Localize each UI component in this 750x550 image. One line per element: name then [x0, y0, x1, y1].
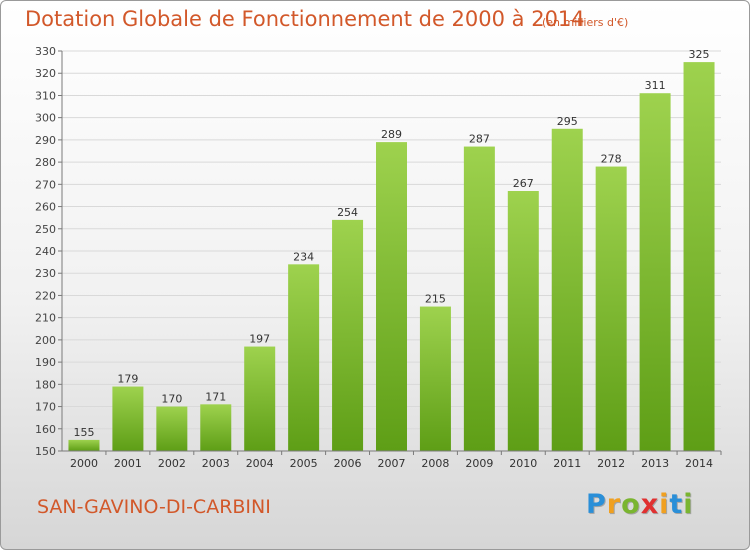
data-label: 267 — [513, 177, 534, 190]
x-tick-label: 2010 — [509, 457, 537, 470]
data-label: 215 — [425, 293, 446, 306]
data-label: 254 — [337, 206, 358, 219]
data-label: 278 — [601, 153, 622, 166]
y-tick-label: 180 — [35, 378, 56, 391]
bar-2002 — [156, 406, 188, 451]
data-label: 289 — [381, 128, 402, 141]
data-label: 325 — [689, 48, 710, 61]
chart-subtitle: (en milliers d'€) — [542, 16, 629, 29]
y-tick-label: 270 — [35, 178, 56, 191]
x-tick-label: 2007 — [378, 457, 406, 470]
y-tick-label: 300 — [35, 112, 56, 125]
y-tick-label: 190 — [35, 356, 56, 369]
data-label: 179 — [117, 373, 138, 386]
y-tick-label: 230 — [35, 267, 56, 280]
bar-2010 — [507, 191, 539, 451]
bar-2008 — [419, 306, 451, 451]
logo-letter: i — [659, 489, 670, 520]
x-tick-label: 2000 — [70, 457, 98, 470]
bar-2003 — [200, 404, 232, 451]
x-tick-label: 2008 — [421, 457, 449, 470]
bar-2006 — [332, 219, 364, 451]
y-tick-label: 170 — [35, 401, 56, 414]
y-tick-label: 290 — [35, 134, 56, 147]
data-label: 311 — [645, 79, 666, 92]
bars — [68, 62, 715, 452]
bar-2009 — [463, 146, 495, 452]
x-tick-label: 2001 — [114, 457, 142, 470]
x-tick-label: 2012 — [597, 457, 625, 470]
bar-2005 — [288, 264, 320, 451]
bar-2000 — [68, 439, 100, 451]
y-tick-label: 310 — [35, 89, 56, 102]
y-tick-label: 260 — [35, 201, 56, 214]
proxiti-logo: Proxiti — [586, 489, 694, 520]
logo-letter: r — [606, 489, 622, 520]
bar-2004 — [244, 346, 276, 451]
y-tick-label: 220 — [35, 289, 56, 302]
x-tick-label: 2014 — [685, 457, 713, 470]
axes — [58, 50, 722, 455]
y-tick-label: 330 — [35, 45, 56, 58]
data-label: 287 — [469, 133, 490, 146]
bar-2011 — [551, 128, 583, 451]
y-tick-label: 280 — [35, 156, 56, 169]
logo-letter: o — [621, 489, 641, 520]
data-label: 155 — [73, 426, 94, 439]
x-tick-label: 2009 — [465, 457, 493, 470]
bar-2001 — [112, 386, 144, 451]
y-tick-label: 200 — [35, 334, 56, 347]
logo-letter: t — [669, 489, 684, 520]
x-tick-label: 2004 — [246, 457, 274, 470]
x-tick-label: 2003 — [202, 457, 230, 470]
data-label: 170 — [161, 393, 182, 406]
y-tick-label: 320 — [35, 67, 56, 80]
bar-2014 — [683, 62, 715, 451]
x-tick-label: 2005 — [290, 457, 318, 470]
bar-2007 — [376, 142, 407, 451]
data-label: 171 — [205, 390, 226, 403]
data-label: 295 — [557, 115, 578, 128]
y-tick-label: 150 — [35, 445, 56, 458]
y-tick-label: 160 — [35, 423, 56, 436]
chart-title: Dotation Globale de Fonctionnement de 20… — [25, 7, 585, 31]
logo-letter: P — [586, 489, 607, 520]
x-tick-label: 2013 — [641, 457, 669, 470]
y-tick-label: 250 — [35, 223, 56, 236]
x-tick-label: 2002 — [158, 457, 186, 470]
y-tick-label: 240 — [35, 245, 56, 258]
y-tick-label: 210 — [35, 312, 56, 325]
logo-letter: x — [640, 489, 660, 520]
labels: 150 160 170 180 190 200 210 220 230 240 250 260 270 2… — [35, 45, 713, 470]
commune-name: SAN-GAVINO-DI-CARBINI — [37, 496, 271, 518]
logo-letter: i — [683, 489, 694, 520]
data-label: 197 — [249, 333, 270, 346]
data-label: 234 — [293, 250, 314, 263]
x-tick-label: 2011 — [553, 457, 581, 470]
bar-2012 — [595, 166, 627, 452]
bar-2013 — [639, 93, 671, 451]
x-tick-label: 2006 — [334, 457, 362, 470]
